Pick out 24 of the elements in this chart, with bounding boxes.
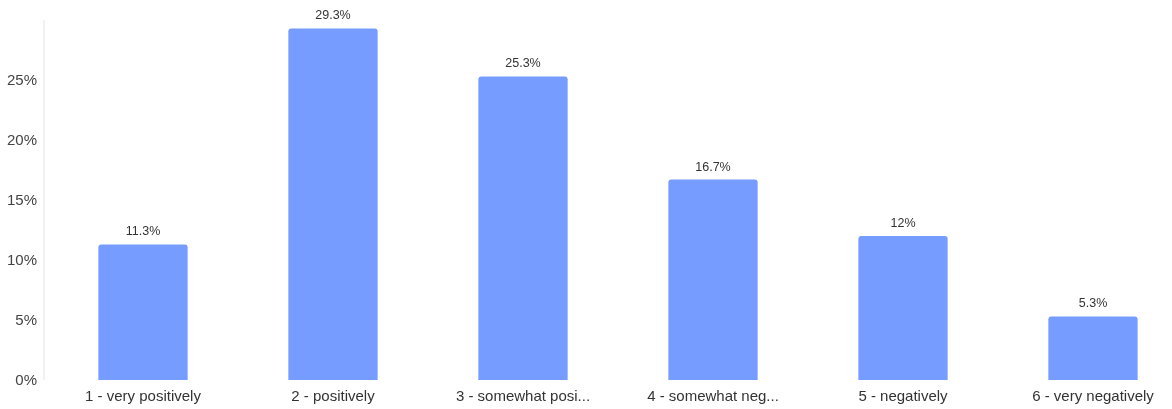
y-tick-label: 5% <box>15 311 37 329</box>
data-label: 16.7% <box>695 159 731 174</box>
y-tick-label: 20% <box>6 131 37 149</box>
y-tick-label: 0% <box>15 371 37 389</box>
bar <box>668 179 758 380</box>
x-tick-label: 1 - very positively <box>85 387 202 404</box>
data-label: 5.3% <box>1078 296 1108 311</box>
bar <box>478 76 568 380</box>
data-label: 25.3% <box>505 56 541 71</box>
x-tick-label: 4 - somewhat neg... <box>647 387 779 404</box>
bar <box>1048 316 1138 380</box>
x-tick-label: 6 - very negatively <box>1032 387 1155 404</box>
bar <box>98 244 188 380</box>
data-label: 29.3% <box>315 8 351 23</box>
y-tick-label: 10% <box>6 251 37 269</box>
bar <box>288 28 378 380</box>
x-tick-label: 2 - positively <box>291 387 376 404</box>
data-label: 11.3% <box>125 224 161 239</box>
x-tick-label: 3 - somewhat posi... <box>455 387 591 404</box>
y-tick-label: 15% <box>6 191 37 209</box>
data-label: 12% <box>890 216 916 230</box>
y-tick-label: 25% <box>6 71 37 89</box>
x-tick-label: 5 - negatively <box>858 387 949 404</box>
bar <box>858 236 948 380</box>
